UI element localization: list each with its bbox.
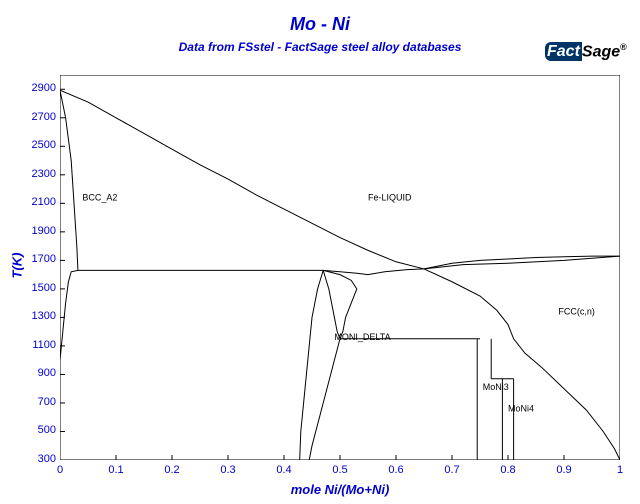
phase-label: MONI_DELTA	[334, 332, 390, 342]
y-tick-label: 2100	[20, 196, 56, 208]
plot-area: BCC_A2 Fe-LIQUID MONI_DELTA FCC(c,n) MoNi3 Mo…	[60, 75, 620, 460]
x-tick-label: 0.8	[496, 464, 520, 476]
y-tick-label: 2900	[20, 82, 56, 94]
x-axis-label: mole Ni/(Mo+Ni)	[60, 482, 620, 497]
phase-label: Fe-LIQUID	[368, 192, 412, 202]
x-tick-label: 0.2	[160, 464, 184, 476]
y-tick-label: 1900	[20, 225, 56, 237]
x-tick-label: 0	[48, 464, 72, 476]
y-tick-label: 2700	[20, 111, 56, 123]
x-tick-label: 0.7	[440, 464, 464, 476]
y-tick-label: 1300	[20, 310, 56, 322]
x-tick-label: 0.1	[104, 464, 128, 476]
y-tick-label: 500	[20, 424, 56, 436]
chart-title: Mo - Ni	[0, 14, 640, 35]
x-tick-label: 0.3	[216, 464, 240, 476]
phase-diagram-svg: BCC_A2 Fe-LIQUID MONI_DELTA FCC(c,n) MoNi3 Mo…	[60, 75, 620, 460]
y-tick-label: 1100	[20, 339, 56, 351]
x-tick-label: 0.9	[552, 464, 576, 476]
phase-label: FCC(c,n)	[558, 307, 595, 317]
x-tick-label: 1	[608, 464, 632, 476]
phase-label: BCC_A2	[82, 192, 117, 202]
x-tick-label: 0.5	[328, 464, 352, 476]
y-tick-label: 700	[20, 396, 56, 408]
y-tick-label: 900	[20, 367, 56, 379]
y-tick-label: 1700	[20, 253, 56, 265]
y-tick-label: 2500	[20, 139, 56, 151]
phase-label: MoNi3	[483, 382, 509, 392]
y-tick-label: 1500	[20, 282, 56, 294]
phase-label: MoNi4	[508, 404, 534, 414]
y-tick-label: 300	[20, 453, 56, 465]
y-tick-label: 2300	[20, 168, 56, 180]
x-tick-label: 0.6	[384, 464, 408, 476]
factsage-logo: FactSage®	[545, 42, 627, 61]
x-tick-label: 0.4	[272, 464, 296, 476]
chart-subtitle: Data from FSstel - FactSage steel alloy …	[0, 40, 640, 54]
